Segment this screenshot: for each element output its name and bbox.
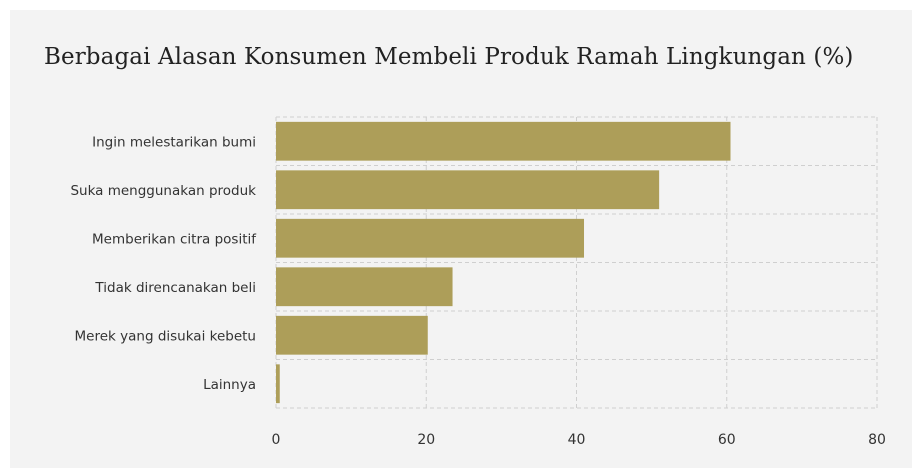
grid [275,116,878,409]
x-tick-label-2: 40 [568,432,586,448]
category-label-1: Suka menggunakan produk [70,183,256,199]
bar-2 [276,218,585,258]
bar-1 [276,170,660,210]
category-label-4: Merek yang disukai kebetu [75,328,256,344]
x-tick-label-0: 0 [272,432,281,448]
bars [276,121,731,404]
category-label-0: Ingin melestarikan bumi [92,134,256,150]
category-labels: Ingin melestarikan bumi Suka menggunakan … [70,134,257,393]
bar-0 [276,121,731,161]
bar-4 [276,315,428,355]
chart-title: Berbagai Alasan Konsumen Membeli Produk … [44,44,854,70]
bar-5 [276,364,280,404]
category-label-2: Memberikan citra positif [92,231,257,247]
x-tick-label-4: 80 [868,432,886,448]
x-tick-label-3: 60 [718,432,736,448]
category-label-3: Tidak direncanakan beli [94,280,256,296]
bar-3 [276,267,453,307]
x-tick-label-1: 20 [417,432,435,448]
category-label-5: Lainnya [203,377,256,393]
x-tick-labels: 0 20 40 60 80 [272,432,886,448]
